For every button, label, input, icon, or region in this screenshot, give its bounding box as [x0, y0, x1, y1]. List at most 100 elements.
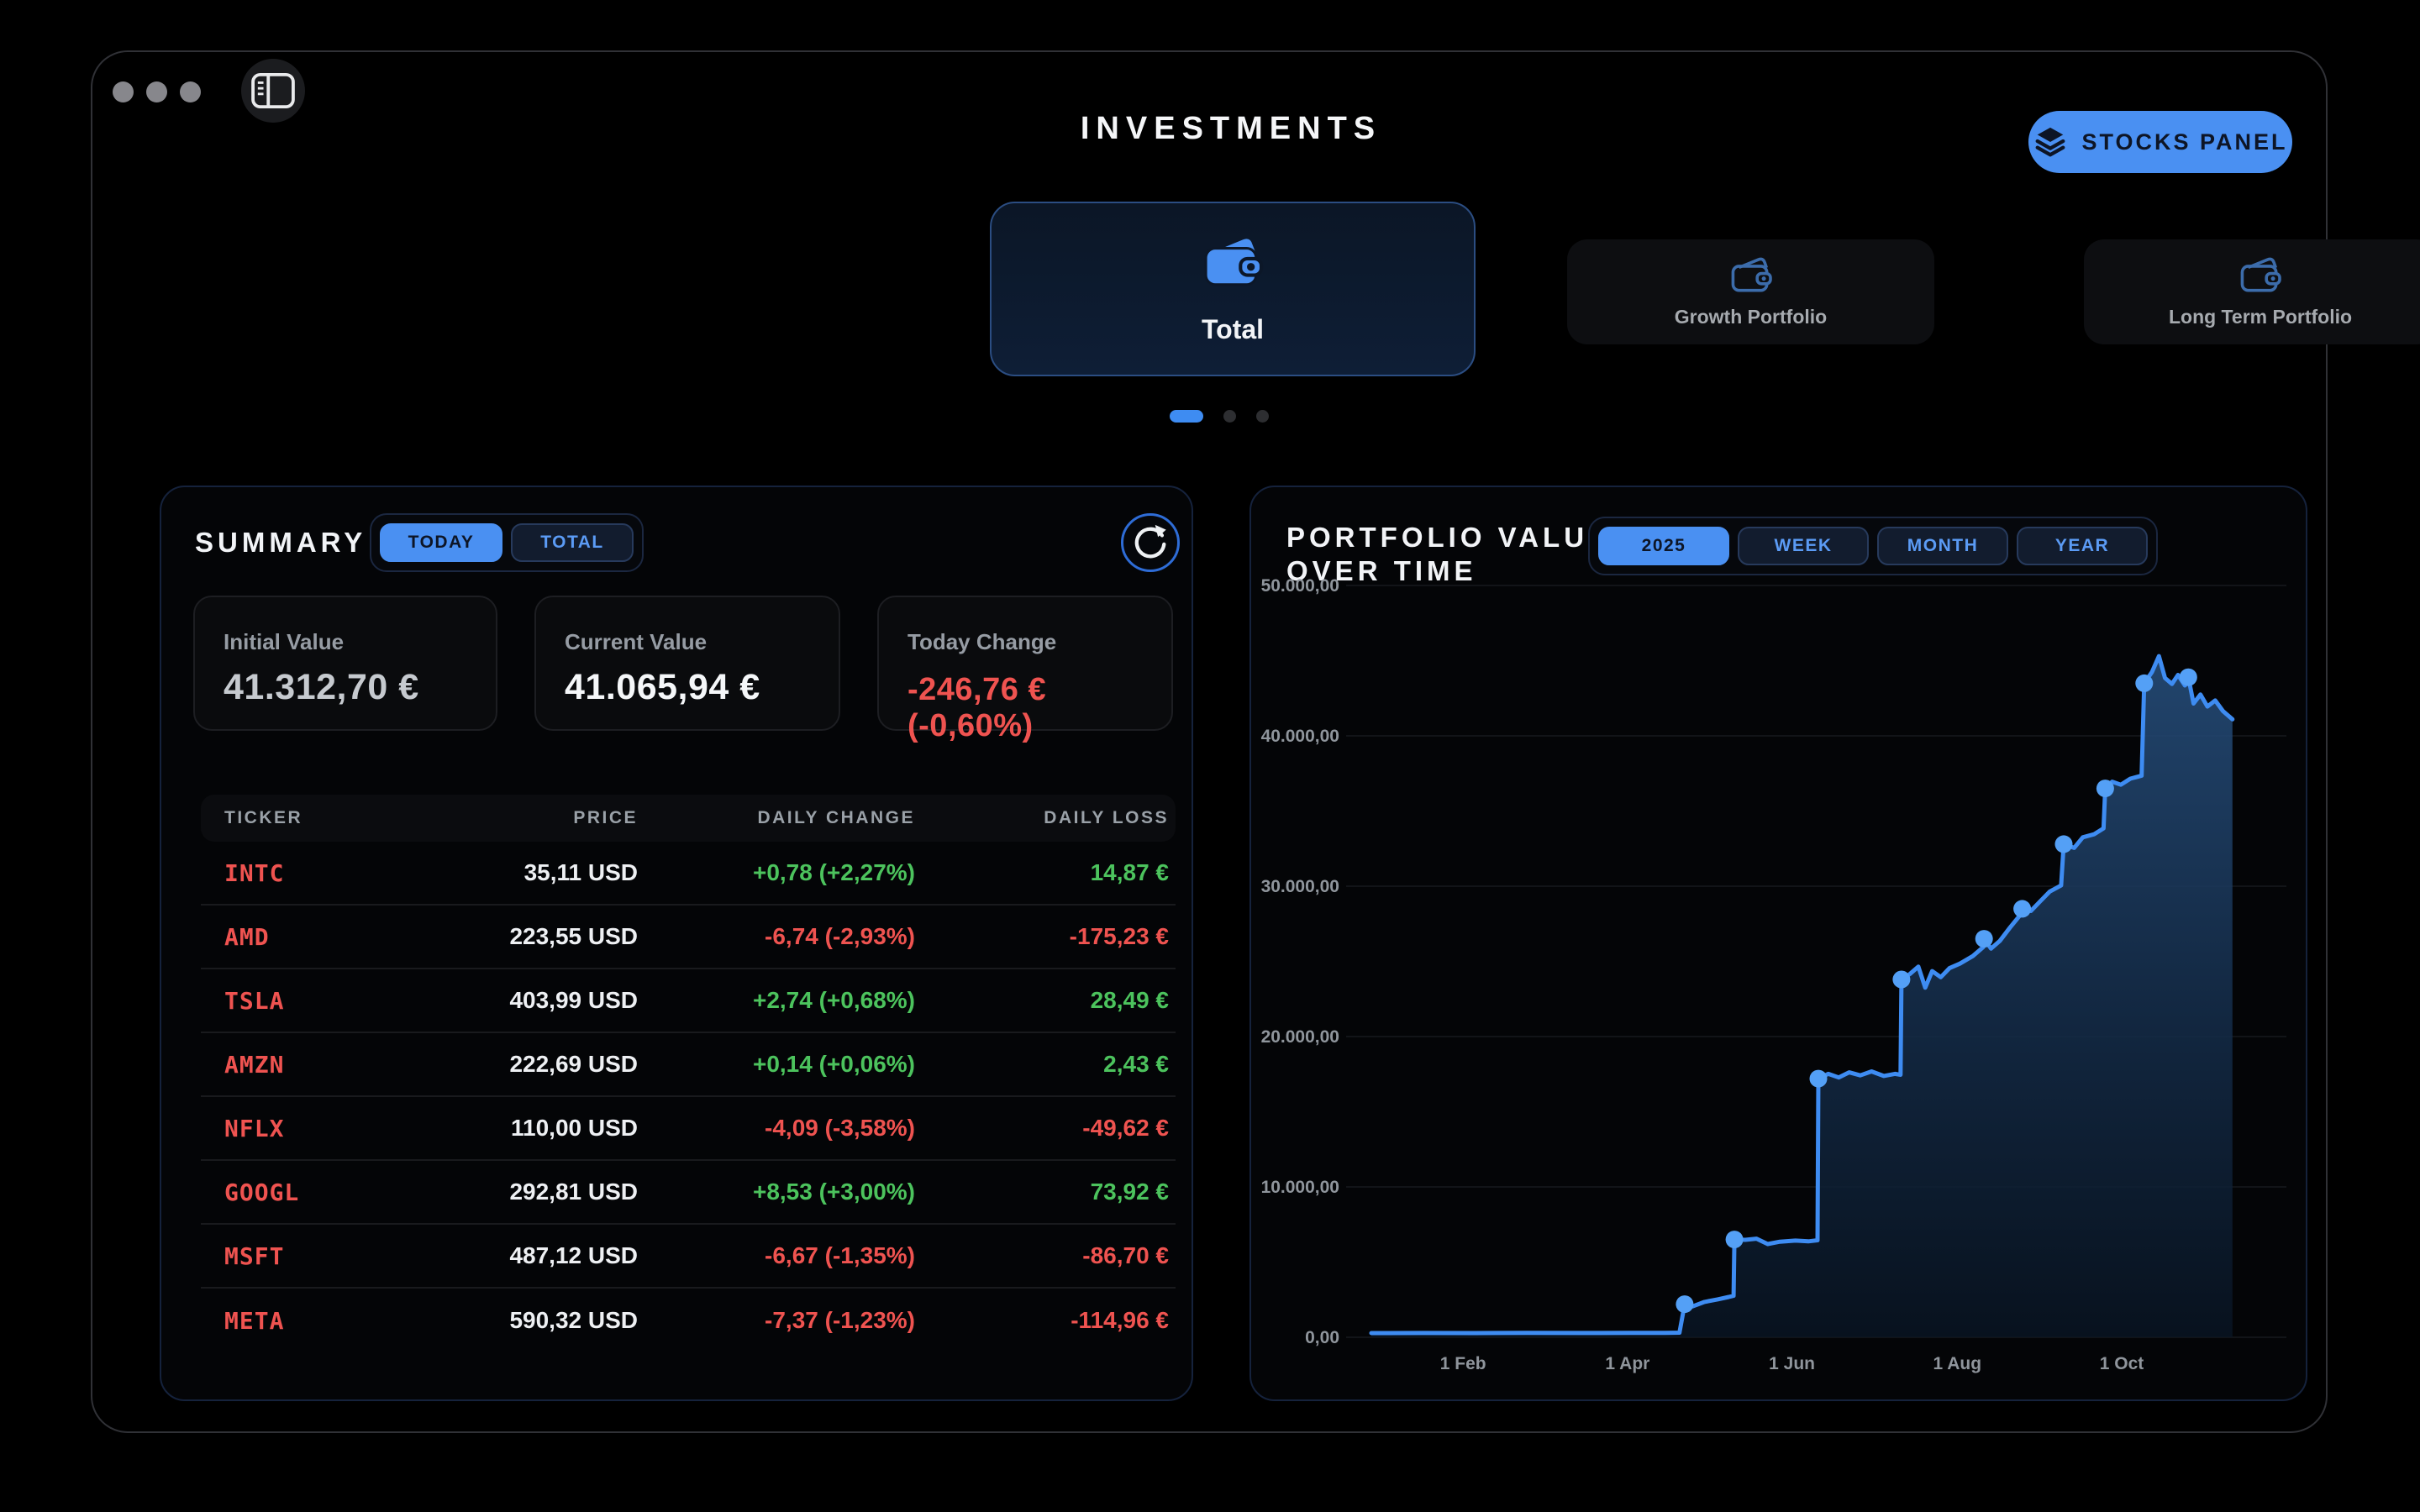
daily-loss-cell: -175,23 €	[1069, 923, 1169, 949]
data-point-dot[interactable]	[2096, 780, 2114, 798]
table-header: TICKER PRICE DAILY CHANGE DAILY LOSS	[201, 795, 1176, 842]
daily-change-cell: -7,37 (-1,23%)	[765, 1307, 915, 1333]
y-axis-label: 40.000,00	[1261, 727, 1339, 746]
table-row[interactable]: TSLA 403,99 USD +2,74 (+0,68%) 28,49 €	[201, 969, 1176, 1033]
chart-panel: PORTFOLIO VALUE OVER TIME 2025 WEEK MONT…	[1249, 486, 2307, 1401]
tab-today[interactable]: TODAY	[380, 523, 502, 562]
portfolio-card-label: Growth Portfolio	[1674, 306, 1828, 328]
tab-total[interactable]: TOTAL	[511, 523, 634, 562]
window-close-button[interactable]	[113, 81, 134, 102]
header-daily-change: DAILY CHANGE	[757, 808, 915, 827]
header-ticker: TICKER	[224, 808, 303, 827]
data-point-dot[interactable]	[1725, 1231, 1744, 1249]
ticker-cell: NFLX	[224, 1114, 285, 1142]
summary-panel: SUMMARY TODAY TOTAL Initial Value 41.312…	[160, 486, 1193, 1401]
data-point-dot[interactable]	[2054, 835, 2073, 853]
table-row[interactable]: GOOGL 292,81 USD +8,53 (+3,00%) 73,92 €	[201, 1161, 1176, 1225]
window-minimize-button[interactable]	[146, 81, 167, 102]
price-cell: 487,12 USD	[509, 1242, 638, 1268]
daily-loss-cell: 2,43 €	[1103, 1051, 1169, 1077]
table-row[interactable]: INTC 35,11 USD +0,78 (+2,27%) 14,87 €	[201, 842, 1176, 906]
data-point-dot[interactable]	[1975, 930, 1993, 948]
price-cell: 223,55 USD	[509, 923, 638, 949]
sidebar-toggle-button[interactable]	[241, 59, 305, 123]
data-point-dot[interactable]	[2013, 900, 2032, 918]
summary-value-cards: Initial Value 41.312,70 € Current Value …	[193, 596, 1173, 743]
price-cell: 403,99 USD	[509, 987, 638, 1013]
data-point-dot[interactable]	[1676, 1295, 1694, 1314]
table-row[interactable]: MSFT 487,12 USD -6,67 (-1,35%) -86,70 €	[201, 1225, 1176, 1289]
price-cell: 222,69 USD	[509, 1051, 638, 1077]
value-card-initial: Initial Value 41.312,70 €	[193, 596, 497, 731]
wallet-outline-icon	[2240, 257, 2281, 292]
ticker-cell: META	[224, 1306, 285, 1335]
series-area	[1371, 656, 2233, 1337]
table-row[interactable]: AMZN 222,69 USD +0,14 (+0,06%) 2,43 €	[201, 1033, 1176, 1097]
page-title: INVESTMENTS	[1080, 111, 1382, 146]
ticker-cell: AMD	[224, 922, 270, 951]
carousel-dot[interactable]	[1223, 410, 1236, 423]
x-axis-label: 1 Aug	[1933, 1354, 1982, 1373]
refresh-button[interactable]	[1121, 513, 1180, 572]
y-axis-label: 20.000,00	[1261, 1027, 1339, 1047]
daily-change-cell: -6,74 (-2,93%)	[765, 923, 915, 949]
refresh-icon	[1134, 524, 1166, 559]
y-axis-label: 30.000,00	[1261, 877, 1339, 896]
price-cell: 35,11 USD	[523, 859, 638, 885]
daily-loss-cell: 28,49 €	[1090, 987, 1169, 1013]
data-point-dot[interactable]	[1892, 970, 1911, 989]
ticker-cell: GOOGL	[224, 1178, 300, 1206]
holdings-table: TICKER PRICE DAILY CHANGE DAILY LOSS INT…	[201, 795, 1176, 1352]
table-row[interactable]: NFLX 110,00 USD -4,09 (-3,58%) -49,62 €	[201, 1097, 1176, 1161]
tab-month[interactable]: MONTH	[1877, 527, 2008, 565]
portfolio-card-total[interactable]: Total	[990, 202, 1476, 376]
tab-year[interactable]: YEAR	[2017, 527, 2148, 565]
header-daily-loss: DAILY LOSS	[1044, 808, 1169, 827]
value-card-today-change: Today Change -246,76 € (-0,60%)	[877, 596, 1173, 743]
stocks-panel-button[interactable]: STOCKS PANEL	[2028, 111, 2292, 173]
daily-loss-cell: 14,87 €	[1090, 859, 1169, 885]
ticker-cell: AMZN	[224, 1050, 285, 1079]
price-cell: 110,00 USD	[511, 1115, 638, 1141]
carousel-dot[interactable]	[1256, 410, 1269, 423]
daily-change-cell: +0,14 (+0,06%)	[752, 1051, 915, 1077]
ticker-cell: INTC	[224, 858, 285, 887]
ticker-cell: MSFT	[224, 1242, 285, 1270]
data-point-dot[interactable]	[1809, 1069, 1828, 1088]
wallet-icon	[1204, 238, 1264, 286]
daily-change-cell: +2,74 (+0,68%)	[752, 987, 915, 1013]
daily-change-cell: -4,09 (-3,58%)	[765, 1115, 915, 1141]
value-card-label: Today Change	[908, 629, 1057, 654]
window-zoom-button[interactable]	[180, 81, 201, 102]
data-point-dot[interactable]	[2179, 668, 2197, 686]
portfolio-card-label: Total	[1201, 313, 1265, 344]
portfolio-card-longterm[interactable]: Long Term Portfolio	[2084, 239, 2420, 344]
chart-title: PORTFOLIO VALUE OVER TIME	[1286, 522, 1612, 586]
daily-loss-cell: -49,62 €	[1082, 1115, 1169, 1141]
price-cell: 292,81 USD	[509, 1179, 638, 1205]
value-card-value: 41.312,70 €	[224, 667, 419, 707]
ticker-cell: TSLA	[224, 986, 285, 1015]
tab-2025[interactable]: 2025	[1598, 527, 1729, 565]
daily-loss-cell: -114,96 €	[1071, 1307, 1169, 1333]
price-cell: 590,32 USD	[509, 1307, 638, 1333]
x-axis-label: 1 Oct	[2100, 1354, 2144, 1373]
daily-loss-cell: -86,70 €	[1082, 1242, 1169, 1268]
table-body: INTC 35,11 USD +0,78 (+2,27%) 14,87 € AMD 223…	[201, 842, 1176, 1352]
portfolio-card-label: Long Term Portfolio	[2168, 306, 2353, 328]
carousel-dot-active[interactable]	[1170, 410, 1203, 423]
data-point-dot[interactable]	[2135, 674, 2154, 692]
value-card-current: Current Value 41.065,94 €	[534, 596, 840, 731]
portfolio-card-growth[interactable]: Growth Portfolio	[1567, 239, 1934, 344]
table-row[interactable]: META 590,32 USD -7,37 (-1,23%) -114,96 €	[201, 1289, 1176, 1352]
header-price: PRICE	[573, 808, 638, 827]
chart-range-tabs: 2025 WEEK MONTH YEAR	[1588, 517, 2158, 575]
table-row[interactable]: AMD 223,55 USD -6,74 (-2,93%) -175,23 €	[201, 906, 1176, 969]
value-card-label: Current Value	[565, 629, 708, 654]
tab-week[interactable]: WEEK	[1738, 527, 1869, 565]
value-card-value: -246,76 € (-0,60%)	[908, 672, 1047, 743]
summary-title: SUMMARY	[195, 527, 367, 558]
x-axis-label: 1 Jun	[1769, 1354, 1815, 1373]
series-line	[1369, 654, 2235, 1336]
